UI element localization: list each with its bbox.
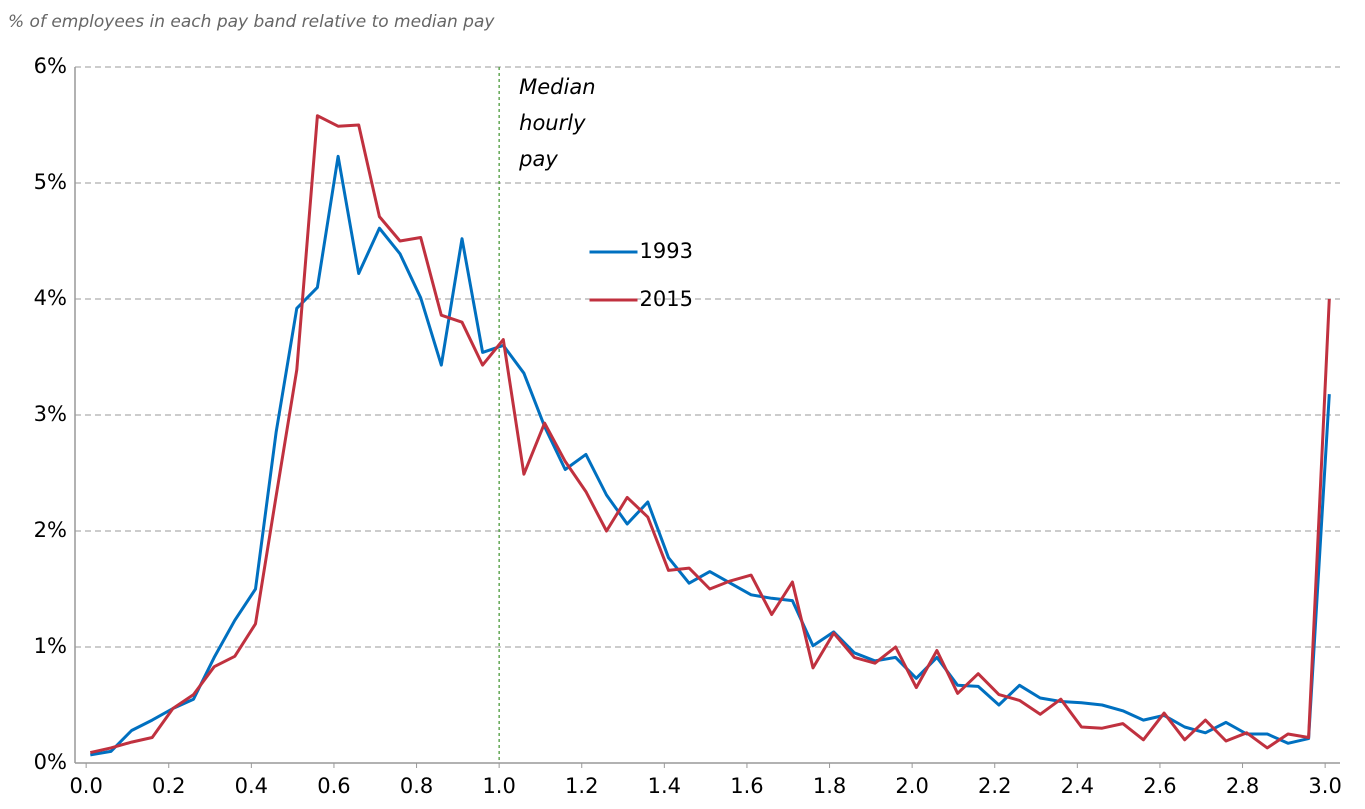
legend-label: 1993 bbox=[640, 239, 693, 263]
x-tick-label: 1.6 bbox=[730, 774, 763, 798]
x-tick-label: 1.8 bbox=[813, 774, 846, 798]
series-line bbox=[89, 114, 1331, 755]
x-tick-label: 0.8 bbox=[400, 774, 433, 798]
annotation-text: Median bbox=[519, 75, 595, 99]
series-line bbox=[90, 154, 1331, 757]
chart-subtitle: % of employees in each pay band relative… bbox=[8, 12, 495, 32]
annotation-text: pay bbox=[518, 147, 558, 171]
x-tick-label: 2.8 bbox=[1226, 774, 1259, 798]
x-tick-label: 2.4 bbox=[1061, 774, 1094, 798]
x-tick-label: 0.0 bbox=[69, 774, 102, 798]
y-tick-label: 4% bbox=[34, 286, 67, 310]
y-tick-label: 3% bbox=[34, 402, 67, 426]
y-tick-label: 2% bbox=[34, 518, 67, 542]
y-tick-label: 1% bbox=[34, 634, 67, 658]
x-tick-label: 2.0 bbox=[895, 774, 928, 798]
y-tick-label: 6% bbox=[34, 54, 67, 78]
x-tick-label: 0.2 bbox=[152, 774, 185, 798]
x-tick-label: 2.6 bbox=[1143, 774, 1176, 798]
x-tick-label: 2.2 bbox=[978, 774, 1011, 798]
x-tick-label: 0.6 bbox=[317, 774, 350, 798]
x-tick-label: 1.0 bbox=[482, 774, 515, 798]
y-tick-label: 5% bbox=[34, 170, 67, 194]
x-tick-label: 1.4 bbox=[648, 774, 681, 798]
x-tick-label: 3.0 bbox=[1308, 774, 1341, 798]
x-tick-label: 1.2 bbox=[565, 774, 598, 798]
x-tick-label: 0.4 bbox=[235, 774, 268, 798]
annotation-text: hourly bbox=[519, 111, 586, 135]
legend-label: 2015 bbox=[640, 287, 693, 311]
y-tick-label: 0% bbox=[34, 750, 67, 774]
